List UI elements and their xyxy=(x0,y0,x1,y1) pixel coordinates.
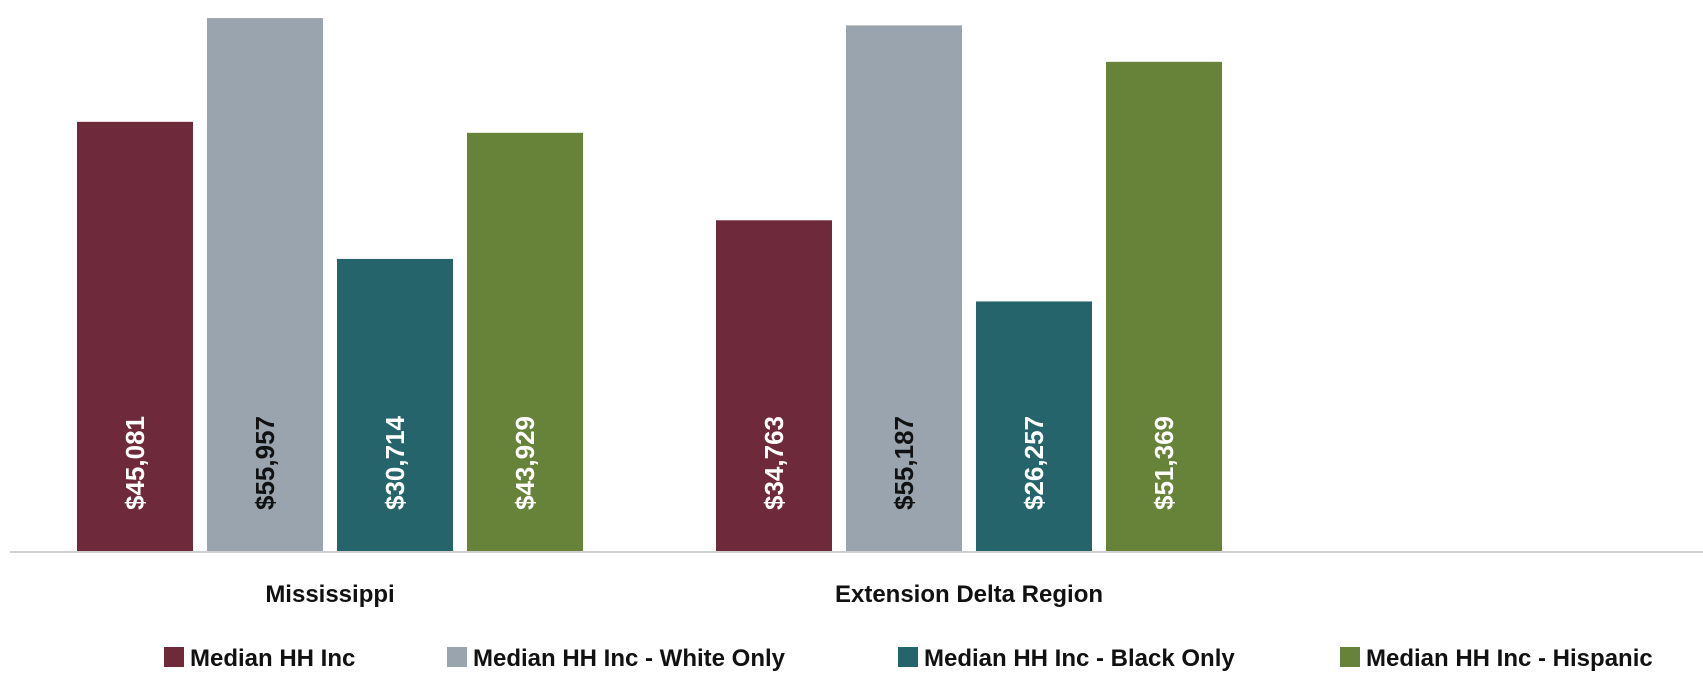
bar-mississippi-median-hh-inc-hispanic xyxy=(467,132,583,552)
bar-extension-delta-region-median-hh-inc-black-only xyxy=(976,301,1092,552)
value-label: $51,369 xyxy=(1149,416,1179,510)
category-labels: Mississippi Extension Delta Region xyxy=(265,581,1103,608)
category-label: Extension Delta Region xyxy=(835,581,1103,608)
value-label: $30,714 xyxy=(380,415,410,510)
legend-label: Median HH Inc - White Only xyxy=(473,645,786,672)
bar-extension-delta-region-median-hh-inc xyxy=(716,220,832,552)
legend: Median HH Inc Median HH Inc - White Only M… xyxy=(164,645,1653,672)
value-label: $55,187 xyxy=(889,416,919,510)
legend-swatch xyxy=(898,647,918,667)
bar-mississippi-median-hh-inc-white-only xyxy=(207,18,323,552)
value-label: $43,929 xyxy=(510,416,540,510)
value-label: $55,957 xyxy=(250,416,280,510)
legend-swatch xyxy=(164,647,184,667)
bar-extension-delta-region-median-hh-inc-hispanic xyxy=(1106,61,1222,553)
category-label: Mississippi xyxy=(265,581,394,608)
legend-label: Median HH Inc - Black Only xyxy=(924,645,1235,672)
bar-mississippi-median-hh-inc xyxy=(77,121,193,552)
bar-extension-delta-region-median-hh-inc-white-only xyxy=(846,25,962,552)
value-label: $26,257 xyxy=(1019,416,1049,510)
bar-mississippi-median-hh-inc-black-only xyxy=(337,258,453,552)
legend-label: Median HH Inc xyxy=(190,645,355,672)
legend-swatch xyxy=(447,647,467,667)
legend-label: Median HH Inc - Hispanic xyxy=(1366,645,1653,672)
legend-swatch xyxy=(1340,647,1360,667)
value-label: $45,081 xyxy=(120,416,150,510)
value-label: $34,763 xyxy=(759,416,789,510)
bars-layer: $45,081 $55,957 $30,714 $43,929 $34,763 $55,1… xyxy=(77,18,1222,553)
